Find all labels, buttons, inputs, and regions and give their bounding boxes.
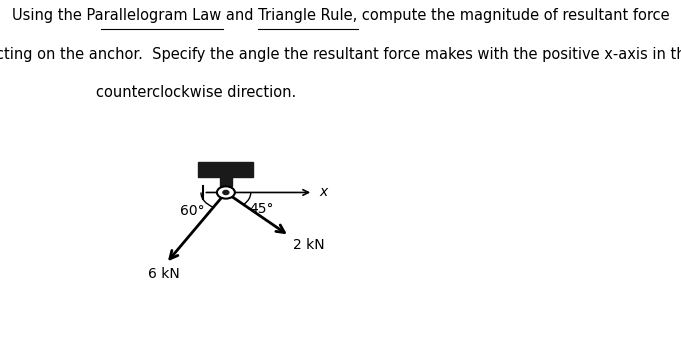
Circle shape xyxy=(223,191,229,194)
Text: x: x xyxy=(319,185,328,200)
Text: 60°: 60° xyxy=(180,204,205,218)
Text: 6 kN: 6 kN xyxy=(148,267,180,281)
Polygon shape xyxy=(220,177,232,186)
Text: Using the Parallelogram Law and Triangle Rule, compute the magnitude of resultan: Using the Parallelogram Law and Triangle… xyxy=(12,8,669,23)
Text: 2 kN: 2 kN xyxy=(294,238,325,251)
Text: 45°: 45° xyxy=(250,202,274,216)
Circle shape xyxy=(217,186,235,198)
Text: acting on the anchor.  Specify the angle the resultant force makes with the posi: acting on the anchor. Specify the angle … xyxy=(0,47,681,63)
Text: counterclockwise direction.: counterclockwise direction. xyxy=(96,85,296,100)
Polygon shape xyxy=(198,162,253,177)
